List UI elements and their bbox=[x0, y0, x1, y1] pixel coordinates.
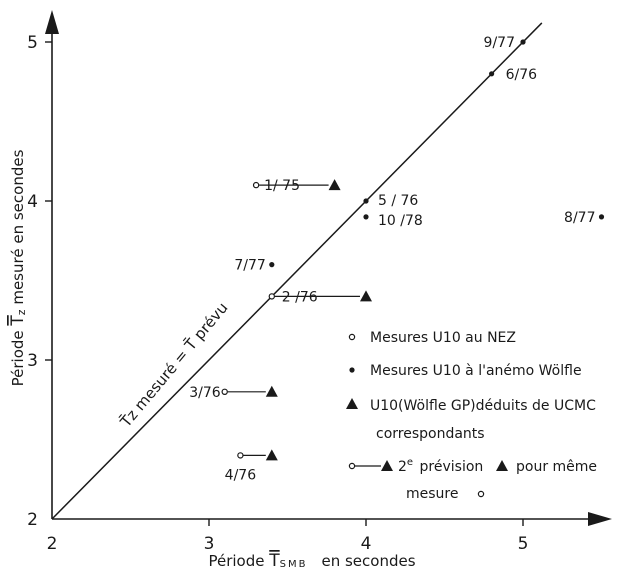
x-tick-label: 4 bbox=[361, 534, 372, 554]
legend-pair-label-c: mesure bbox=[406, 486, 458, 502]
x-tick-label: 2 bbox=[47, 534, 58, 554]
filled-circle-point bbox=[269, 262, 275, 268]
legend-pair-label-b: pour même bbox=[516, 459, 597, 475]
open-circle-point bbox=[221, 388, 228, 395]
legend-pair-triangle-marker-2 bbox=[496, 460, 508, 471]
x-axis-title: Période TSMB en secondes bbox=[208, 551, 415, 571]
identity-line-text: T̄z mesuré = T̄ prévu bbox=[116, 298, 232, 431]
y-tick-label: 3 bbox=[27, 351, 38, 371]
y-tick-label: 2 bbox=[27, 510, 38, 530]
y-tick-label: 5 bbox=[27, 33, 38, 53]
legend-pair-triangle-marker bbox=[381, 460, 393, 471]
legend-triangle-label: U10(Wölfle GP)déduits de UCMC bbox=[370, 398, 596, 414]
y-axis-title: Période Tz mesuré en secondes bbox=[8, 149, 28, 386]
point-label: 7/77 bbox=[234, 258, 265, 274]
x-tick-label: 5 bbox=[518, 534, 529, 554]
point-label: 1/ 75 bbox=[264, 178, 300, 194]
open-circle-point bbox=[237, 452, 244, 459]
y-tick-label: 4 bbox=[27, 192, 38, 212]
point-label: 8/77 bbox=[564, 210, 595, 226]
legend: Mesures U10 au NEZ Mesures U10 à l'anémo… bbox=[346, 330, 597, 502]
open-circle-point bbox=[268, 293, 275, 300]
svg-text:Période Tz mesuré en secondes: Période Tz mesuré en secondes bbox=[8, 149, 28, 386]
triangle-point bbox=[265, 449, 278, 461]
triangle-point bbox=[328, 179, 341, 191]
identity-line-label: T̄z mesuré = T̄ prévu bbox=[116, 298, 232, 431]
legend-filled-circle-marker bbox=[349, 367, 355, 373]
legend-filled-label: Mesures U10 à l'anémo Wölfle bbox=[370, 363, 582, 379]
open-circle-point bbox=[252, 181, 260, 189]
point-label: 5 / 76 bbox=[378, 193, 418, 209]
legend-triangle-marker bbox=[346, 398, 358, 409]
x-tick-label: 3 bbox=[204, 534, 215, 554]
point-label: 2 /76 bbox=[282, 289, 318, 305]
point-label: 9/77 bbox=[484, 35, 515, 51]
legend-pair-label-a: 2e prévision bbox=[398, 457, 483, 475]
legend-open-label: Mesures U10 au NEZ bbox=[370, 330, 516, 346]
point-label: 6/76 bbox=[506, 67, 538, 83]
legend-pair-open-marker-2 bbox=[477, 490, 485, 498]
filled-circle-point bbox=[363, 214, 369, 220]
y-axis-arrow bbox=[45, 10, 59, 34]
triangle-point bbox=[360, 290, 372, 302]
legend-pair-open-marker bbox=[348, 462, 356, 470]
filled-circle-point bbox=[363, 198, 369, 204]
filled-circle-point bbox=[489, 71, 495, 77]
point-label: 3/76 bbox=[189, 385, 221, 401]
point-label: 10 /78 bbox=[378, 213, 423, 229]
filled-circle-point bbox=[520, 39, 526, 45]
filled-circle-point bbox=[598, 214, 605, 220]
identity-line bbox=[51, 22, 543, 520]
triangle-point bbox=[265, 385, 278, 397]
x-axis-arrow bbox=[588, 512, 612, 526]
point-label: 4/76 bbox=[225, 467, 257, 483]
legend-triangle-label-2: correspondants bbox=[376, 426, 485, 442]
legend-open-circle-marker bbox=[348, 333, 356, 341]
